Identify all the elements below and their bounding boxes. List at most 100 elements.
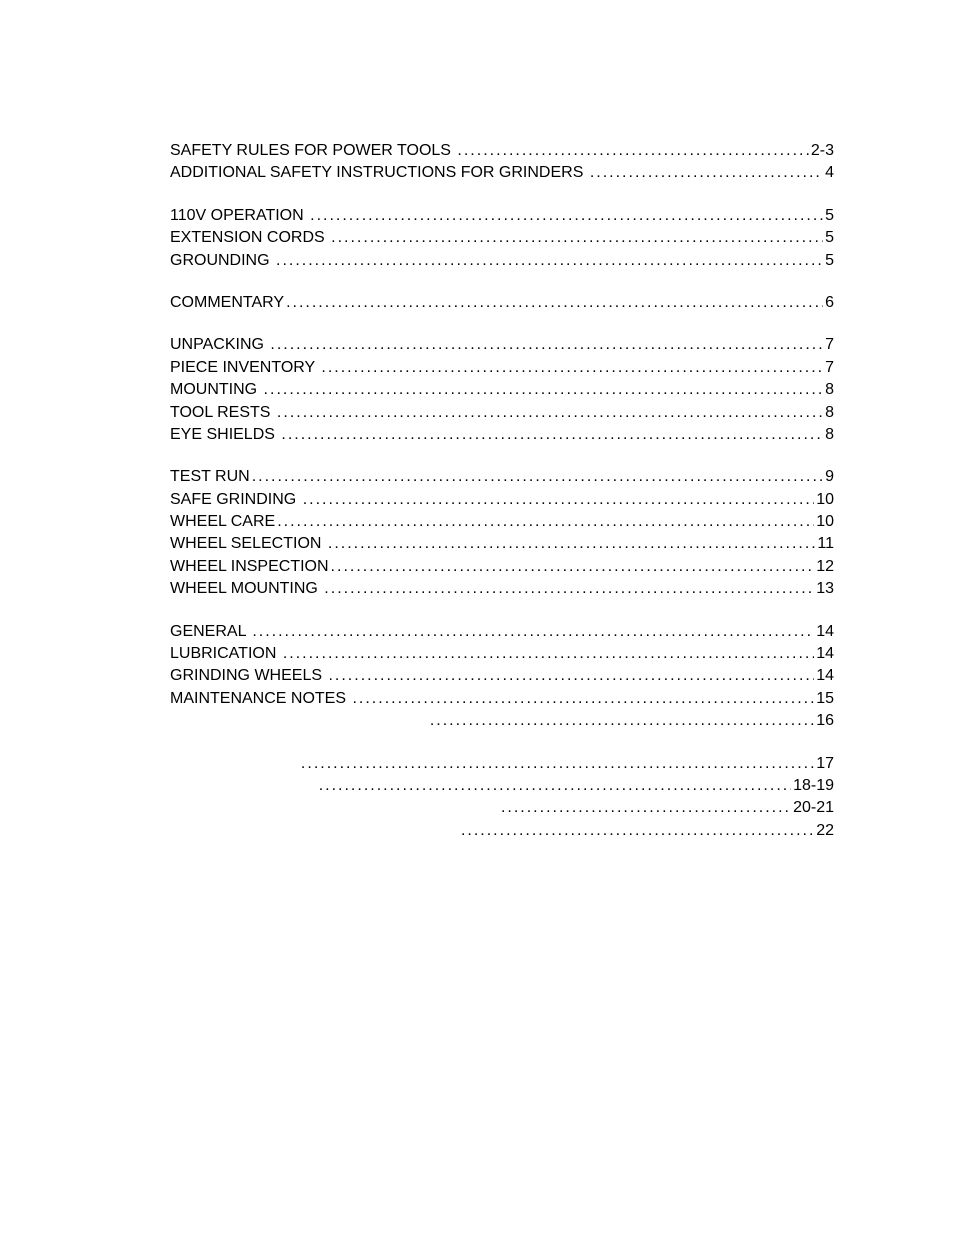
toc-entry-label: WHEEL MOUNTING — [170, 578, 322, 600]
toc-entry-page: 9 — [825, 466, 834, 488]
toc-entry: SAFE GRINDING 10 — [170, 489, 834, 511]
toc-entry-page: 16 — [816, 710, 834, 732]
toc-entry-label: LUBRICATION — [170, 643, 281, 665]
toc-entry-label: ADDITIONAL SAFETY INSTRUCTIONS FOR GRIND… — [170, 162, 588, 184]
toc-group: 17 18-19 20-21 22 — [170, 753, 834, 843]
toc-entry-label: TEST RUN — [170, 466, 250, 488]
toc-entry-page: 4 — [825, 162, 834, 184]
toc-entry: 17 — [170, 753, 834, 775]
toc-entry-label: GROUNDING — [170, 250, 274, 272]
toc-entry-label: WHEEL CARE — [170, 511, 275, 533]
toc-group: GENERAL 14LUBRICATION 14GRINDING WHEELS … — [170, 621, 834, 733]
toc-group: COMMENTARY6 — [170, 292, 834, 314]
toc-dots — [264, 379, 824, 401]
toc-dots — [319, 775, 791, 797]
toc-dots — [324, 578, 814, 600]
toc-entry-page: 14 — [816, 643, 834, 665]
toc-entry-label: WHEEL INSPECTION — [170, 556, 329, 578]
toc-entry-label: EXTENSION CORDS — [170, 227, 329, 249]
toc-group: UNPACKING 7PIECE INVENTORY 7MOUNTING 8TO… — [170, 334, 834, 446]
toc-dots — [252, 621, 814, 643]
table-of-contents: SAFETY RULES FOR POWER TOOLS 2-3ADDITION… — [170, 140, 834, 842]
toc-entry-page: 10 — [816, 511, 834, 533]
toc-entry-label — [170, 753, 299, 775]
toc-entry: WHEEL SELECTION 11 — [170, 533, 834, 555]
toc-entry-page: 11 — [817, 533, 834, 555]
toc-entry: UNPACKING 7 — [170, 334, 834, 356]
toc-entry-label: MAINTENANCE NOTES — [170, 688, 350, 710]
toc-dots — [276, 250, 823, 272]
toc-entry-page: 5 — [825, 227, 834, 249]
toc-entry-page: 12 — [816, 556, 834, 578]
toc-entry-page: 14 — [816, 621, 834, 643]
toc-dots — [303, 489, 815, 511]
toc-entry-label: GRINDING WHEELS — [170, 665, 326, 687]
toc-entry-page: 6 — [825, 292, 834, 314]
toc-entry-page: 8 — [825, 402, 834, 424]
toc-entry: ADDITIONAL SAFETY INSTRUCTIONS FOR GRIND… — [170, 162, 834, 184]
toc-dots — [281, 424, 823, 446]
toc-entry-page: 15 — [816, 688, 834, 710]
toc-entry: GENERAL 14 — [170, 621, 834, 643]
toc-dots — [252, 466, 823, 488]
toc-dots — [331, 556, 815, 578]
toc-entry: SAFETY RULES FOR POWER TOOLS 2-3 — [170, 140, 834, 162]
toc-entry-label: GENERAL — [170, 621, 250, 643]
toc-entry-label: WHEEL SELECTION — [170, 533, 326, 555]
toc-entry-page: 17 — [816, 753, 834, 775]
toc-entry: WHEEL CARE 10 — [170, 511, 834, 533]
toc-dots — [331, 227, 823, 249]
toc-dots — [277, 511, 814, 533]
toc-entry-label: TOOL RESTS — [170, 402, 275, 424]
toc-entry-page: 2-3 — [811, 140, 834, 162]
toc-entry-label: SAFETY RULES FOR POWER TOOLS — [170, 140, 455, 162]
toc-entry: GROUNDING 5 — [170, 250, 834, 272]
toc-entry-page: 10 — [816, 489, 834, 511]
toc-entry: LUBRICATION 14 — [170, 643, 834, 665]
toc-entry: WHEEL MOUNTING 13 — [170, 578, 834, 600]
toc-entry-page: 22 — [816, 820, 834, 842]
toc-dots — [270, 334, 823, 356]
toc-entry: 22 — [170, 820, 834, 842]
toc-group: 110V OPERATION 5EXTENSION CORDS 5GROUNDI… — [170, 205, 834, 272]
toc-dots — [328, 665, 814, 687]
toc-entry-label — [170, 710, 428, 732]
toc-entry: MAINTENANCE NOTES 15 — [170, 688, 834, 710]
toc-dots — [328, 533, 816, 555]
toc-entry-page: 8 — [825, 379, 834, 401]
toc-entry-label — [170, 775, 317, 797]
toc-entry-page: 18-19 — [793, 775, 834, 797]
toc-entry-label: MOUNTING — [170, 379, 262, 401]
toc-entry-page: 5 — [825, 250, 834, 272]
toc-entry-label: SAFE GRINDING — [170, 489, 301, 511]
toc-entry: 18-19 — [170, 775, 834, 797]
toc-entry: EXTENSION CORDS 5 — [170, 227, 834, 249]
toc-dots — [321, 357, 823, 379]
toc-entry-label: EYE SHIELDS — [170, 424, 279, 446]
toc-entry-page: 7 — [825, 357, 834, 379]
toc-dots — [283, 643, 814, 665]
toc-entry-label: UNPACKING — [170, 334, 268, 356]
toc-entry: TEST RUN 9 — [170, 466, 834, 488]
toc-dots — [277, 402, 823, 424]
toc-entry: 20-21 — [170, 797, 834, 819]
toc-dots — [352, 688, 814, 710]
toc-entry: WHEEL INSPECTION 12 — [170, 556, 834, 578]
toc-entry: TOOL RESTS 8 — [170, 402, 834, 424]
toc-entry: GRINDING WHEELS 14 — [170, 665, 834, 687]
toc-entry-page: 7 — [825, 334, 834, 356]
toc-entry-label — [170, 820, 459, 842]
toc-dots — [286, 292, 823, 314]
toc-entry-page: 20-21 — [793, 797, 834, 819]
toc-entry-page: 13 — [816, 578, 834, 600]
toc-entry: EYE SHIELDS 8 — [170, 424, 834, 446]
toc-dots — [310, 205, 823, 227]
toc-entry-label: PIECE INVENTORY — [170, 357, 319, 379]
toc-dots — [501, 797, 791, 819]
toc-dots — [430, 710, 814, 732]
toc-group: TEST RUN9SAFE GRINDING 10WHEEL CARE10WHE… — [170, 466, 834, 600]
toc-entry: PIECE INVENTORY 7 — [170, 357, 834, 379]
toc-entry-page: 5 — [825, 205, 834, 227]
toc-entry-page: 14 — [816, 665, 834, 687]
toc-entry-label — [170, 797, 499, 819]
